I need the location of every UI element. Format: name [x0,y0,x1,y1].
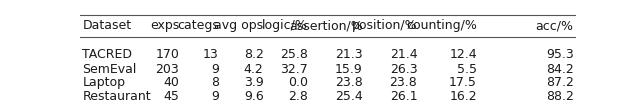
Text: exps: exps [150,19,179,32]
Text: 84.2: 84.2 [546,63,573,76]
Text: 21.4: 21.4 [390,48,417,61]
Text: 17.5: 17.5 [449,76,477,89]
Text: 8: 8 [211,76,219,89]
Text: SemEval: SemEval [83,63,137,76]
Text: TACRED: TACRED [83,48,132,61]
Text: 25.8: 25.8 [280,48,308,61]
Text: 0.0: 0.0 [288,76,308,89]
Text: 26.3: 26.3 [390,63,417,76]
Text: 13: 13 [203,48,219,61]
Text: position/%: position/% [351,19,417,32]
Text: 15.9: 15.9 [335,63,363,76]
Text: 23.8: 23.8 [335,76,363,89]
Text: 203: 203 [156,63,179,76]
Text: 25.4: 25.4 [335,90,363,103]
Text: 26.1: 26.1 [390,90,417,103]
Text: 87.2: 87.2 [546,76,573,89]
Text: 21.3: 21.3 [335,48,363,61]
Text: Restaurant: Restaurant [83,90,151,103]
Text: 4.2: 4.2 [244,63,264,76]
Text: 45: 45 [163,90,179,103]
Text: 12.4: 12.4 [449,48,477,61]
Text: 3.9: 3.9 [244,76,264,89]
Text: 9: 9 [211,90,219,103]
Text: 8.2: 8.2 [244,48,264,61]
Text: Dataset: Dataset [83,19,132,32]
Text: 88.2: 88.2 [546,90,573,103]
Text: 32.7: 32.7 [280,63,308,76]
Text: 16.2: 16.2 [449,90,477,103]
Text: 23.8: 23.8 [390,76,417,89]
Text: 9: 9 [211,63,219,76]
Text: assertion/%: assertion/% [289,19,363,32]
Text: logic/%: logic/% [262,19,308,32]
Text: 2.8: 2.8 [288,90,308,103]
Text: Laptop: Laptop [83,76,125,89]
Text: acc/%: acc/% [536,19,573,32]
Text: 170: 170 [156,48,179,61]
Text: 9.6: 9.6 [244,90,264,103]
Text: 5.5: 5.5 [457,63,477,76]
Text: avg ops: avg ops [214,19,264,32]
Text: categs: categs [177,19,219,32]
Text: counting/%: counting/% [406,19,477,32]
Text: 95.3: 95.3 [546,48,573,61]
Text: 40: 40 [163,76,179,89]
